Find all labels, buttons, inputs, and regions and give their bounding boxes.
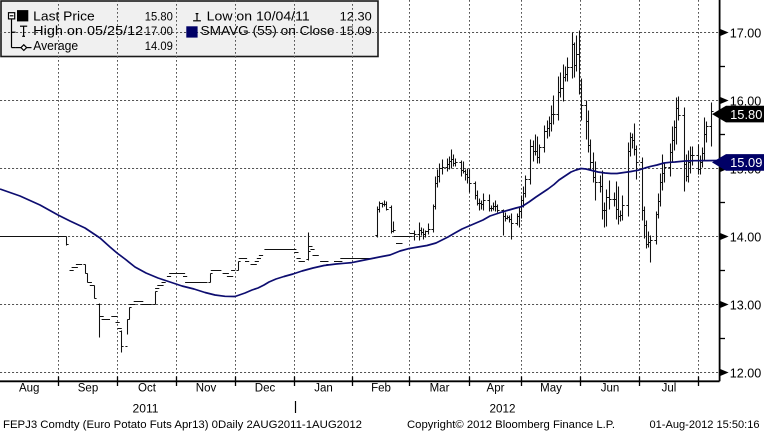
svg-text:Sep: Sep xyxy=(78,383,98,395)
svg-text:17.00: 17.00 xyxy=(145,25,173,38)
svg-text:High on 05/25/12: High on 05/25/12 xyxy=(33,23,143,38)
svg-text:16.00: 16.00 xyxy=(730,94,762,109)
svg-text:Jan: Jan xyxy=(314,383,333,395)
svg-text:2011: 2011 xyxy=(133,404,159,416)
svg-text:Oct: Oct xyxy=(138,383,157,395)
svg-text:15.80: 15.80 xyxy=(145,11,173,24)
svg-text:14.09: 14.09 xyxy=(145,40,173,53)
svg-text:14.00: 14.00 xyxy=(730,230,762,245)
svg-text:17.00: 17.00 xyxy=(730,26,762,41)
svg-text:01-Aug-2012 15:50:16: 01-Aug-2012 15:50:16 xyxy=(650,419,760,431)
svg-text:Last Price: Last Price xyxy=(33,9,94,24)
svg-text:15.09: 15.09 xyxy=(730,155,762,170)
svg-text:Dec: Dec xyxy=(255,383,276,395)
svg-text:SMAVG (55) on Close: SMAVG (55) on Close xyxy=(201,23,335,38)
svg-text:15.09: 15.09 xyxy=(340,25,372,38)
svg-text:2012: 2012 xyxy=(490,404,516,416)
svg-text:15.80: 15.80 xyxy=(730,107,762,122)
svg-text:May: May xyxy=(540,383,562,395)
svg-text:Jun: Jun xyxy=(601,383,620,395)
svg-text:Apr: Apr xyxy=(487,383,505,395)
svg-text:Average: Average xyxy=(33,38,78,53)
svg-text:12.00: 12.00 xyxy=(730,366,762,381)
svg-text:Feb: Feb xyxy=(371,383,391,395)
svg-text:Copyright© 2012 Bloomberg Fina: Copyright© 2012 Bloomberg Finance L.P. xyxy=(407,419,615,431)
svg-text:Nov: Nov xyxy=(196,383,217,395)
svg-text:FEPJ3 Comdty (Euro Potato Futs: FEPJ3 Comdty (Euro Potato Futs Apr13) 0D… xyxy=(3,419,362,431)
svg-text:Low on 10/04/11: Low on 10/04/11 xyxy=(207,9,310,24)
svg-text:Mar: Mar xyxy=(430,383,450,395)
svg-text:12.30: 12.30 xyxy=(340,11,372,24)
svg-text:Jul: Jul xyxy=(662,383,677,395)
svg-text:13.00: 13.00 xyxy=(730,298,762,313)
svg-text:Aug: Aug xyxy=(19,383,39,395)
